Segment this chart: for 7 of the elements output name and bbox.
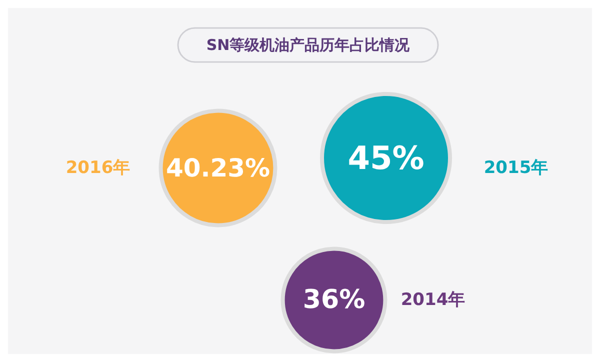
data-label: 45%: [348, 139, 424, 177]
text: SN等级机油产品历年占比情况: [206, 36, 411, 54]
data-label: 36%: [302, 285, 366, 315]
data-label: 40.23%: [166, 154, 270, 182]
category-label: 2014年: [400, 290, 466, 310]
category-label: 2015年: [484, 158, 548, 178]
category-label: 2016年: [66, 158, 130, 178]
